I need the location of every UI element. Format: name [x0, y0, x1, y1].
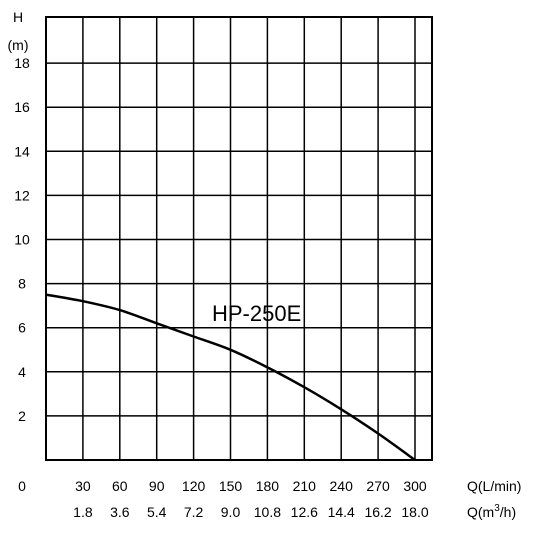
- x-tick-label-lpm: 300: [403, 478, 427, 494]
- x-tick-label-m3h: 16.2: [364, 504, 391, 520]
- x-tick-label-lpm: 30: [75, 478, 91, 494]
- plot-frame: [45, 16, 433, 461]
- y-tick-label: 2: [18, 408, 26, 424]
- x-tick-labels-m3h: 1.8 3.6 5.4 7.2 9.0 10.8 12.6 14.4 16.2 18.0: [73, 504, 429, 520]
- series-line-hp-250e: [45, 293, 416, 462]
- x-tick-label-lpm: 240: [330, 478, 354, 494]
- x-tick-label-m3h: 12.6: [291, 504, 318, 520]
- y-axis-label-unit: (m): [8, 37, 29, 53]
- x-tick-label-lpm: 270: [366, 478, 390, 494]
- y-tick-labels: 2 4 6 8 10 12 14 16 18: [14, 55, 30, 424]
- y-axis-label-h: H: [13, 9, 23, 25]
- x-tick-label-m3h: 5.4: [147, 504, 167, 520]
- x-axis-label-lpm: Q(L/min): [467, 478, 521, 494]
- y-tick-label: 12: [14, 187, 30, 203]
- x-tick-label-m3h: 10.8: [254, 504, 281, 520]
- y-tick-label: 8: [18, 276, 26, 292]
- x-tick-label-m3h: 3.6: [110, 504, 130, 520]
- y-tick-label: 14: [14, 143, 30, 159]
- x-tick-label-lpm: 90: [149, 478, 165, 494]
- x-tick-label-lpm: 180: [256, 478, 280, 494]
- x-tick-labels-lpm: 30 60 90 120 150 180 210 240 270 300: [75, 478, 427, 494]
- y-tick-label: 18: [14, 55, 30, 71]
- y-tick-label: 10: [14, 232, 30, 248]
- y-tick-label: 4: [18, 364, 26, 380]
- y-tick-label: 6: [18, 320, 26, 336]
- x-axis-label-m3h: Q(m3/h): [467, 503, 516, 520]
- x-tick-label-lpm: 60: [112, 478, 128, 494]
- x-tick-label-lpm: 210: [293, 478, 317, 494]
- y-tick-label: 16: [14, 99, 30, 115]
- origin-label: 0: [18, 478, 26, 494]
- x-tick-label-lpm: 150: [219, 478, 243, 494]
- grid-lines: [46, 17, 432, 460]
- x-tick-label-lpm: 120: [182, 478, 206, 494]
- x-tick-label-m3h: 1.8: [73, 504, 93, 520]
- x-tick-label-m3h: 7.2: [184, 504, 204, 520]
- x-tick-label-m3h: 18.0: [401, 504, 428, 520]
- series-label-hp-250e: HP-250E: [212, 301, 301, 326]
- x-tick-label-m3h: 14.4: [328, 504, 355, 520]
- x-tick-label-m3h: 9.0: [221, 504, 241, 520]
